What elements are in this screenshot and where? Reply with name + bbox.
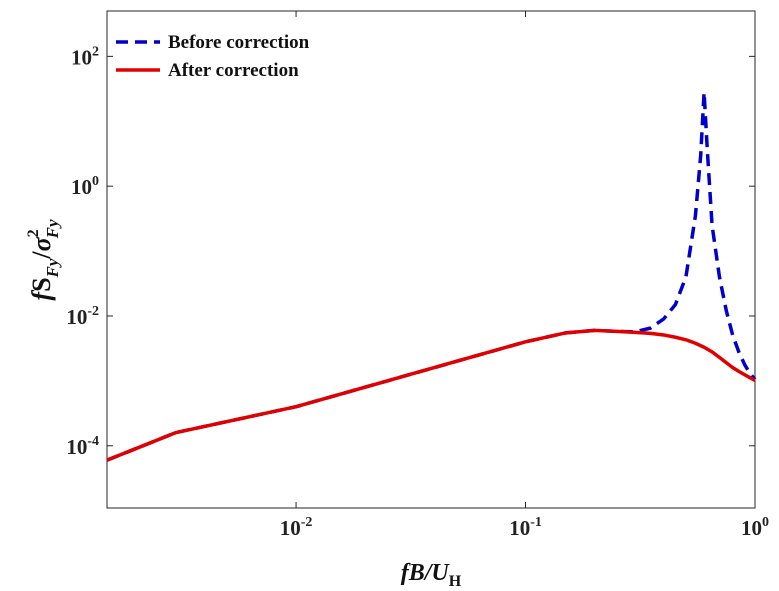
series-line-after-correction: [106, 328, 756, 462]
y-tick-exponent: -2: [87, 304, 99, 319]
plot-area: [106, 10, 756, 509]
y-tick-base: 10: [71, 45, 92, 69]
y-label-sup: 2: [25, 229, 42, 237]
x-tick-base: 10: [509, 516, 530, 540]
legend-label-before: Before correction: [168, 32, 310, 53]
x-tick-label: 10-1: [509, 515, 542, 540]
legend: Before correction After correction: [116, 32, 310, 81]
y-tick-label: 10-4: [66, 434, 99, 459]
x-axis-label-sub: H: [449, 573, 462, 590]
y-label-sub1: Fy: [43, 258, 62, 278]
x-tick-base: 10: [280, 516, 301, 540]
y-tick-exponent: 2: [92, 44, 99, 59]
y-label-slash: /: [27, 251, 56, 260]
x-tick-exponent: 0: [762, 515, 769, 530]
x-tick-base: 10: [741, 516, 762, 540]
x-tick-exponent: -1: [530, 515, 542, 530]
y-axis-label: fSFy/σ2Fy: [25, 219, 62, 301]
y-tick-base: 10: [66, 435, 87, 459]
legend-label-after: After correction: [168, 60, 299, 81]
y-tick-label: 10-2: [66, 304, 99, 329]
x-axis-label-main: fB/U: [401, 560, 451, 586]
x-tick-label: 10-2: [280, 515, 313, 540]
y-tick-base: 10: [66, 305, 87, 329]
y-tick-exponent: -4: [87, 434, 99, 449]
y-tick-base: 10: [71, 175, 92, 199]
y-tick-label: 102: [71, 44, 99, 69]
y-tick-label: 100: [71, 174, 99, 199]
x-tick-label: 100: [741, 515, 769, 540]
x-tick-exponent: -2: [301, 515, 313, 530]
series-layer: [106, 90, 757, 462]
y-label-sub2: Fy: [43, 219, 62, 239]
x-axis-label: fB/UH: [401, 560, 462, 590]
y-label-f: f: [27, 290, 56, 301]
y-label-sigma: σ: [27, 236, 56, 251]
y-tick-exponent: 0: [92, 174, 99, 189]
y-label-S: S: [27, 277, 56, 291]
